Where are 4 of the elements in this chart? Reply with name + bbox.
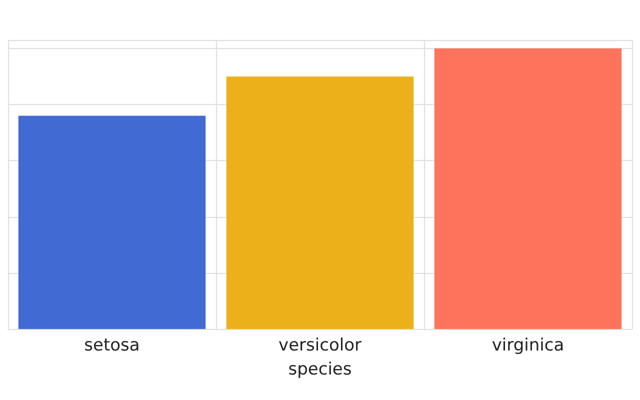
x-tick-label: virginica [492, 336, 564, 356]
x-tick-label: versicolor [278, 336, 362, 356]
x-axis-title: species [288, 360, 352, 380]
x-tick-label: setosa [84, 336, 140, 356]
